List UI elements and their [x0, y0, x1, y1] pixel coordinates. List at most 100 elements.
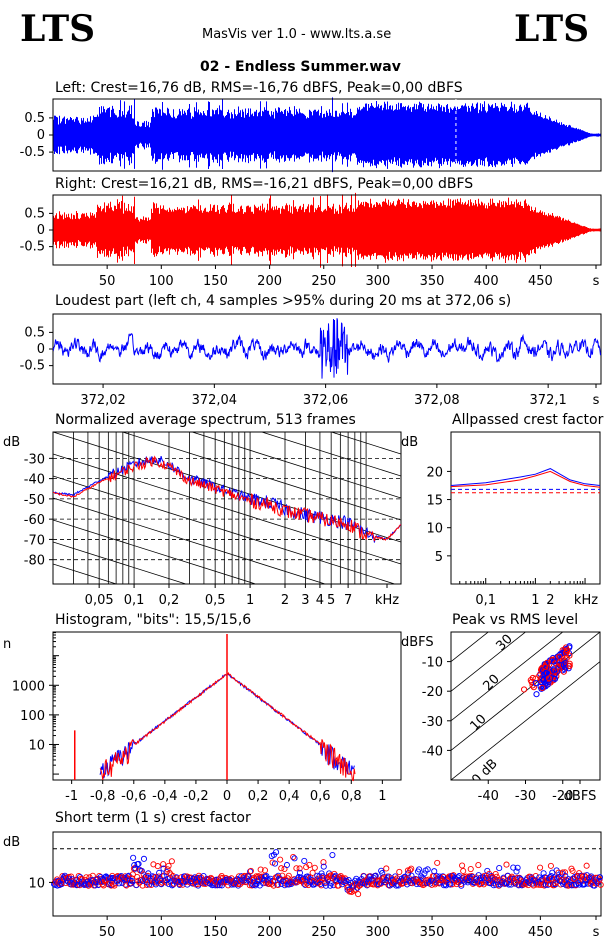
shortterm-point	[257, 866, 264, 873]
shortterm-point	[513, 868, 520, 875]
histogram-title: Histogram, "bits": 15,5/15,6	[55, 612, 252, 628]
scatter-point	[543, 669, 550, 677]
shortterm-point	[165, 862, 172, 869]
shortterm-point	[293, 865, 300, 872]
shortterm-point	[143, 881, 150, 888]
shortterm-point	[309, 869, 316, 876]
shortterm-point	[263, 872, 270, 880]
scatter-point	[550, 658, 557, 665]
shortterm-point	[134, 874, 141, 881]
shortterm-point	[273, 849, 280, 856]
scatter-point	[564, 647, 571, 654]
scatter-point	[545, 675, 553, 682]
shortterm-point	[160, 865, 167, 872]
shortterm-point	[247, 867, 254, 875]
shortterm-point	[304, 873, 311, 880]
crest-ytick-label: 15	[426, 494, 443, 509]
right-wave-trace	[53, 192, 601, 268]
right-xtick-label: s	[593, 274, 600, 289]
shortterm-point	[597, 881, 604, 888]
scatter-point	[562, 649, 570, 657]
logo-left: LTS	[20, 8, 96, 50]
shortterm-ytick-label: 10	[28, 876, 45, 891]
scatter-diag-label: 20	[480, 672, 502, 694]
shortterm-point	[325, 876, 332, 883]
spectrum-slope	[53, 278, 401, 388]
right-title: Right: Crest=16,21 dB, RMS=-16,21 dBFS, …	[55, 176, 474, 192]
shortterm-point	[139, 882, 146, 889]
spectrum-ytick-label: -40	[24, 473, 45, 488]
spectrum-xtick-label: 3	[301, 593, 309, 608]
right-xtick-label: 50	[99, 274, 116, 289]
crest-xtick-label: 1	[531, 593, 539, 608]
scatter-point	[556, 661, 563, 669]
shortterm-point	[306, 861, 313, 868]
shortterm-point	[569, 867, 576, 874]
spectrum-ytick-label: -30	[24, 452, 45, 467]
spectrum-xtick-label: kHz	[375, 593, 399, 608]
spectrum-plot	[53, 278, 401, 584]
scatter-point	[549, 656, 556, 663]
hist-xtick-label: 0	[223, 789, 231, 804]
shortterm-point	[168, 858, 175, 865]
shortterm-point	[364, 882, 371, 889]
scatter-xtick-label: -20	[552, 789, 573, 804]
spectrum-slope	[53, 453, 401, 565]
spectrum-ytick-label: -80	[24, 554, 45, 569]
shortterm-point	[319, 873, 326, 880]
hist-xtick-label: -0,6	[121, 789, 146, 804]
shortterm-point	[568, 882, 575, 889]
shortterm-point	[166, 874, 174, 881]
shortterm-point	[216, 882, 223, 889]
hist-ytick-label: 1000	[12, 679, 45, 694]
shortterm-point	[141, 874, 148, 881]
loudest-xtick-label: 372,04	[192, 393, 238, 408]
shortterm-point	[92, 882, 99, 889]
spectrum-slope	[53, 541, 188, 584]
scatter-diag-label: 40	[507, 592, 529, 614]
scatter-ytick-label: -10	[422, 656, 443, 671]
spectrum-xtick-label: 7	[344, 593, 352, 608]
shortterm-point	[247, 868, 254, 875]
shortterm-point	[116, 880, 123, 887]
spectrum-frame	[52, 431, 402, 585]
shortterm-point	[355, 891, 362, 898]
shortterm-xtick-label: 150	[203, 925, 228, 940]
scatter-ytick-label: -20	[422, 685, 443, 700]
shortterm-point	[540, 870, 547, 877]
shortterm-point	[129, 871, 136, 878]
shortterm-point	[477, 880, 484, 887]
crest-title: Allpassed crest factor	[452, 412, 604, 428]
shortterm-point	[301, 857, 308, 864]
shortterm-point	[458, 882, 465, 889]
shortterm-point	[130, 854, 137, 861]
right-xtick-label: 450	[528, 274, 553, 289]
right-xtick-label: 200	[257, 274, 282, 289]
spectrum-xtick-label: 0,2	[159, 593, 180, 608]
scatter-plot: 40 30 20 10 0 dB	[451, 592, 600, 780]
scatter-point	[527, 677, 534, 684]
scatter-diag-20	[451, 632, 564, 722]
hist-ylabel: n	[3, 637, 11, 652]
scatter-point	[532, 680, 539, 687]
spectrum-ytick-label: -50	[24, 493, 45, 508]
scatter-point	[556, 653, 563, 660]
loudest-trace	[52, 318, 601, 379]
shortterm-point	[335, 882, 342, 889]
spectrum-ytick-label: -70	[24, 533, 45, 548]
scatter-xtick-label: dBFS	[564, 789, 597, 804]
scatter-point	[560, 668, 567, 675]
hist-xtick-label: -0,4	[152, 789, 177, 804]
right-wave-ytick-label: -0.5	[20, 240, 45, 255]
crest-ytick-label: 20	[426, 465, 443, 480]
shortterm-point	[492, 870, 499, 878]
left-wave-ytick-label: -0.5	[20, 145, 45, 160]
shortterm-point	[278, 865, 285, 872]
shortterm-point	[496, 865, 503, 872]
right-xtick-label: 250	[311, 274, 336, 289]
crest-frame	[450, 431, 601, 585]
shortterm-xtick-label: 200	[257, 925, 282, 940]
shortterm-point	[514, 864, 521, 871]
crest-ylabel: dB	[401, 435, 418, 450]
shortterm-point	[475, 862, 482, 869]
